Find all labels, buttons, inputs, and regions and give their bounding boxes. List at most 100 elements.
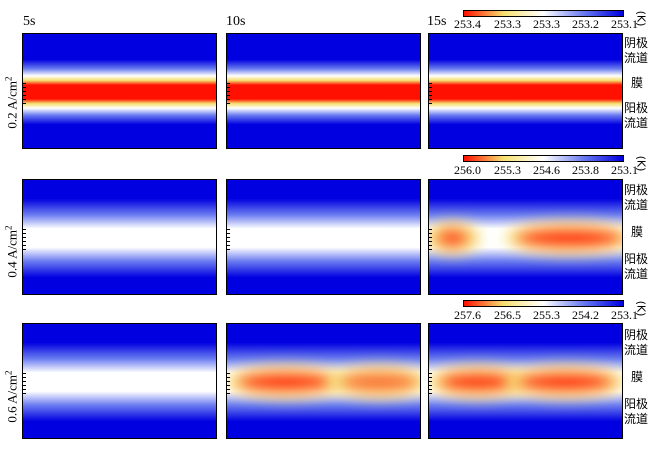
axis-tick [23,102,26,104]
heatmap-field [227,34,420,148]
axis-tick [23,372,26,374]
anode-channel-label-line1: 阳极 [624,397,649,411]
side-labels-row3: 阴极 流道 膜 阳极 流道 [624,328,664,427]
axis-tick [429,380,432,382]
axis-tick [429,376,432,378]
colorbar-row3: 257.6 256.5 255.3 254.2 253.1 (K) [454,300,663,324]
unit-label: (K) [634,10,648,27]
axis-tick [429,388,432,390]
time-label-10s: 10s [226,14,246,29]
anode-channel-label-line1: 阳极 [624,252,649,266]
heatmap-panel [22,323,217,439]
axis-tick [429,232,432,234]
axis-tick [429,240,432,242]
colorbar-row2: 256.0 255.3 254.6 253.8 253.1 (K) [454,155,663,179]
axis-tick [227,94,230,96]
axis-tick [227,376,230,378]
cathode-channel-label-line1: 阴极 [624,328,649,342]
axis-tick [23,236,26,238]
axis-tick [23,384,26,386]
colorbar-tick: 253.1 [611,17,638,31]
colorbar-gradient [463,155,624,162]
axis-tick [429,372,432,374]
axis-tick [23,376,26,378]
heatmap-panel [428,33,623,149]
colorbar-tick: 253.2 [572,17,599,31]
heatmap-field [23,324,216,438]
axis-tick [227,228,230,230]
colorbar-tick: 253.8 [572,163,599,177]
axis-tick [429,228,432,230]
heatmap-field [429,180,622,294]
heatmap-panel [428,323,623,439]
colorbar-tick: 255.3 [533,308,560,322]
anode-channel-label-line2: 流道 [624,267,649,281]
axis-tick [23,392,26,394]
axis-tick [429,82,432,84]
axis-tick [227,82,230,84]
axis-tick [429,86,432,88]
axis-tick [429,244,432,246]
colorbar-tick: 254.2 [572,308,599,322]
row-label-0.2: 0.2 A/cm2 [3,76,20,129]
axis-tick [23,82,26,84]
unit-label: (K) [634,155,648,172]
heatmap-field [227,324,420,438]
heatmap-panel [428,179,623,295]
colorbar-tick: 253.1 [611,308,638,322]
side-labels-row2: 阴极 流道 膜 阳极 流道 [624,183,664,282]
axis-tick [23,98,26,100]
time-label-15s: 15s [427,14,447,29]
axis-tick [23,228,26,230]
axis-tick [429,102,432,104]
axis-tick [227,388,230,390]
axis-tick [429,248,432,250]
axis-tick [227,240,230,242]
axis-tick [23,380,26,382]
anode-channel-label-line1: 阳极 [624,101,649,115]
unit-label: (K) [634,300,648,317]
anode-channel-label-line2: 流道 [624,412,649,426]
colorbar-tick: 254.6 [533,163,560,177]
membrane-label: 膜 [631,225,644,239]
axis-tick [227,380,230,382]
axis-tick [429,90,432,92]
axis-tick [429,392,432,394]
colorbar-tick: 253.4 [454,17,481,31]
colorbar-tick: 256.0 [454,163,481,177]
colorbar-gradient [463,300,624,307]
axis-tick [429,236,432,238]
axis-tick [227,86,230,88]
heatmap-field [429,34,622,148]
cathode-channel-label-line2: 流道 [624,198,649,212]
row-label-0.4: 0.4 A/cm2 [3,225,20,278]
colorbar-tick: 253.3 [533,17,560,31]
heatmap-field [429,324,622,438]
axis-tick [227,372,230,374]
axis-tick [23,86,26,88]
axis-tick [227,232,230,234]
cathode-channel-label-line1: 阴极 [624,36,649,50]
membrane-label: 膜 [631,370,644,384]
axis-tick [23,232,26,234]
axis-tick [23,240,26,242]
anode-channel-label-line2: 流道 [624,116,649,130]
side-labels-row1: 阴极 流道 膜 阳极 流道 [624,36,664,131]
axis-tick [227,244,230,246]
axis-tick [227,384,230,386]
axis-tick [23,94,26,96]
time-label-5s: 5s [23,14,36,29]
cathode-channel-label-line1: 阴极 [624,183,649,197]
heatmap-panel [226,179,421,295]
cathode-channel-label-line2: 流道 [624,51,649,65]
axis-tick [23,90,26,92]
axis-tick [227,90,230,92]
axis-tick [429,94,432,96]
colorbar-gradient [463,10,624,17]
colorbar-tick: 256.5 [494,308,521,322]
heatmap-panel [226,323,421,439]
heatmap-field [23,34,216,148]
heatmap-panel [22,33,217,149]
axis-tick [23,244,26,246]
row-label-0.6: 0.6 A/cm2 [3,370,20,423]
